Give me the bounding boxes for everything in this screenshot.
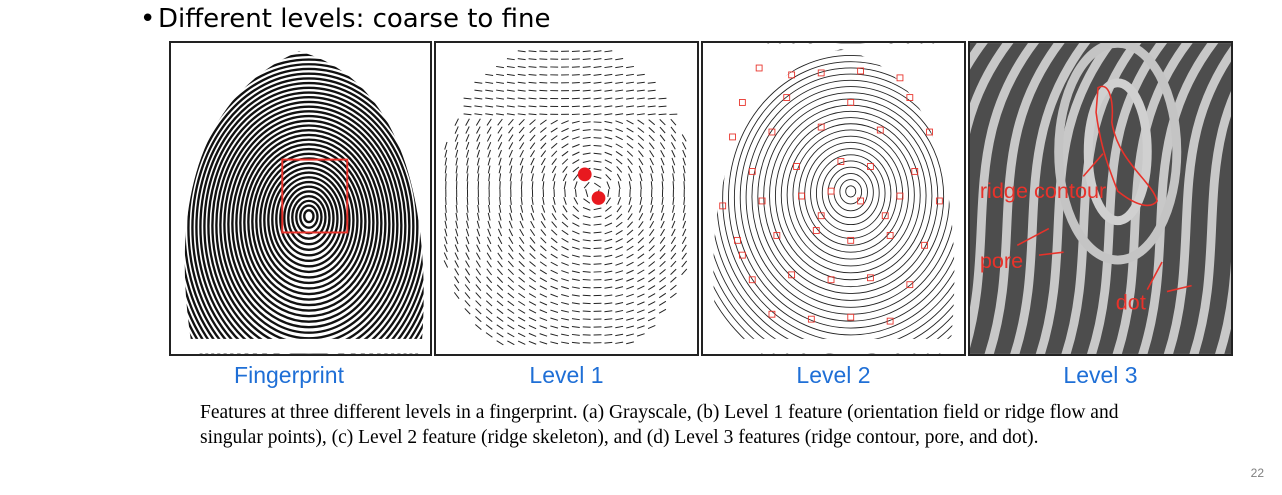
ridge-contour-arrow xyxy=(1082,153,1104,177)
core-region-box xyxy=(281,158,349,234)
level3-annotations xyxy=(1016,85,1192,293)
bullet-symbol: • xyxy=(140,4,156,34)
pore-arrow xyxy=(1016,227,1050,246)
ridge-closeup xyxy=(970,43,1231,354)
singular-point-core xyxy=(577,167,592,182)
label-level-3: Level 3 xyxy=(1063,362,1138,388)
dot-arrow xyxy=(1146,261,1163,290)
label-level-2: Level 2 xyxy=(796,362,871,388)
fingerprint-image xyxy=(169,41,432,356)
ridge-contour-label: ridge contour xyxy=(980,178,1106,203)
slide-bullet-text: Different levels: coarse to fine xyxy=(158,4,551,34)
orientation-field xyxy=(443,50,688,346)
figure-caption: Features at three different levels in a … xyxy=(200,402,1119,448)
minutiae-markers xyxy=(719,64,943,325)
label-fingerprint: Fingerprint xyxy=(234,362,344,388)
pore-label: pore xyxy=(980,248,1023,273)
label-level-1: Level 1 xyxy=(529,362,604,388)
singular-point-delta xyxy=(591,191,606,205)
level3-closeup-image: ridge contour pore dot xyxy=(968,41,1233,356)
level1-orientation-image xyxy=(434,41,699,356)
dot-label: dot xyxy=(1116,289,1146,314)
slide-bullet: • Different levels: coarse to fine xyxy=(140,4,550,34)
level2-skeleton-image xyxy=(701,41,966,356)
ridge-contour-outline xyxy=(1095,85,1158,207)
page-number: 22 xyxy=(1250,466,1264,480)
